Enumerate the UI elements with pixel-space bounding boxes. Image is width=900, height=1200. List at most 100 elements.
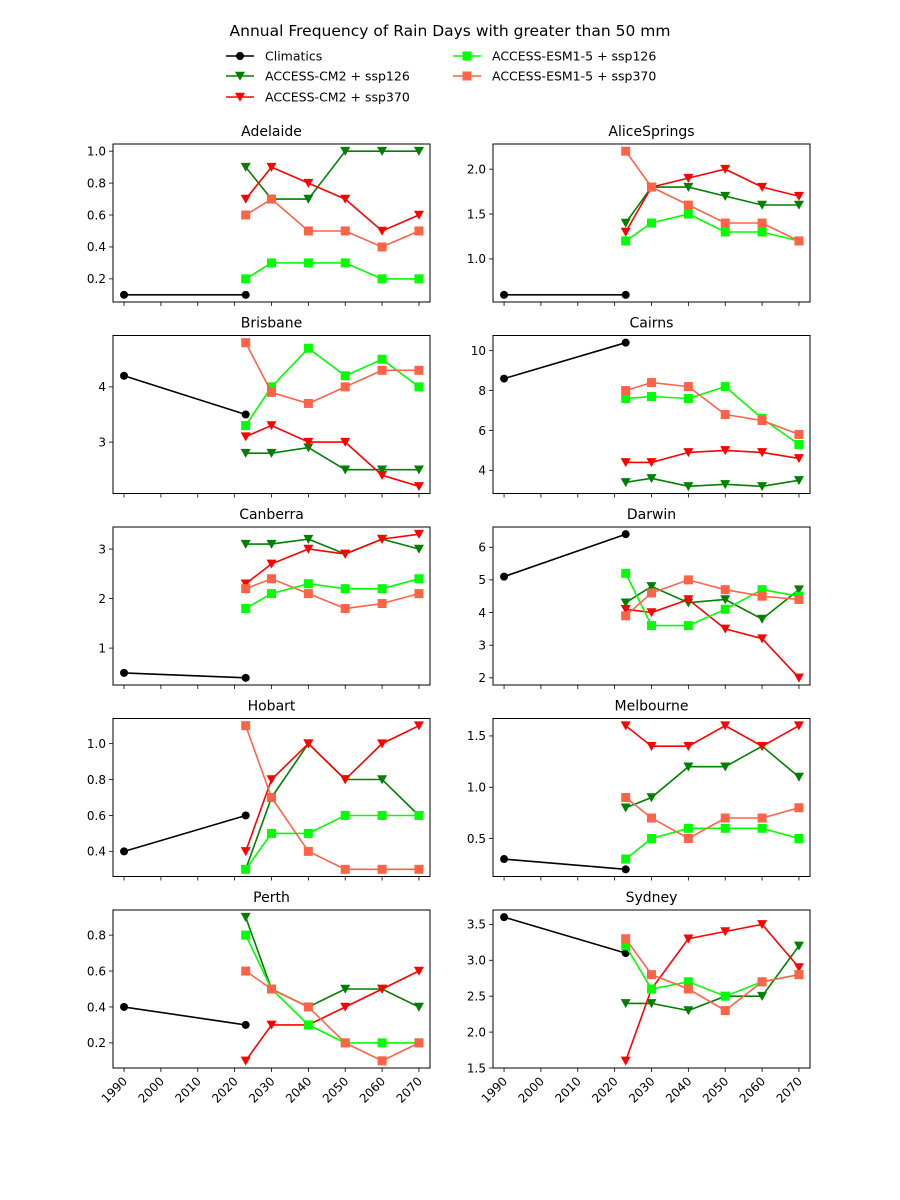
series-line [625,449,800,464]
data-point [757,977,767,987]
series-access-esm1-5-ssp370 [621,146,804,246]
data-point [303,178,314,188]
y-tick-label: 0.6 [87,208,106,222]
data-point [683,762,694,772]
y-tick-label: 5 [478,573,486,587]
data-point [267,387,276,397]
series-line [625,477,800,488]
series-line [244,742,420,870]
series-access-cm2-ssp126 [620,741,804,813]
data-point [621,568,631,578]
data-point [683,448,694,458]
y-tick-label: 2.5 [467,989,486,1003]
data-point [303,437,314,447]
series-access-cm2-ssp126 [240,912,424,1012]
series-line [244,342,419,405]
panel-title: Adelaide [241,124,302,140]
legend-item-access-esm1-5-ssp126: ACCESS-ESM1-5 + ssp126 [453,49,656,64]
legend-item-climatics: Climatics [226,49,322,64]
data-point [720,991,730,1001]
y-tick-label: 0.5 [467,832,486,846]
series-access-cm2-ssp126 [240,534,424,559]
data-point [757,448,768,458]
data-point [720,480,731,490]
series-access-esm1-5-ssp126 [621,568,804,631]
series-line [245,446,419,471]
series-access-esm1-5-ssp370 [621,378,804,439]
panel-cairns: Cairns 4 6 8 10 [471,316,811,498]
y-tick-label: 3 [98,542,106,556]
data-point [377,1056,387,1066]
series-access-esm1-5-ssp370 [241,338,424,408]
series-line [124,672,246,679]
series-line [625,827,800,860]
panel-hobart: Hobart 0.4 0.6 0.8 1.0 [87,699,431,881]
data-point [340,382,350,392]
series-line [123,1006,246,1026]
series-line [245,538,420,555]
data-point [377,534,388,544]
data-point [377,864,387,874]
data-point [793,772,804,782]
data-point [757,482,768,492]
series-access-cm2-ssp370 [240,721,424,857]
data-point [647,984,656,994]
series-access-cm2-ssp126 [620,474,804,492]
y-tick-label: 0.6 [87,809,106,823]
data-point [683,621,693,631]
data-point [757,227,767,237]
series-climatics [120,1002,250,1029]
panel-title: Hobart [248,699,296,715]
data-point [377,354,387,364]
data-point [120,847,129,856]
series-line [245,198,420,248]
data-point [647,970,656,980]
series-access-esm1-5-ssp370 [241,966,424,1066]
x-tick-label: 2010 [552,1074,583,1105]
data-point [621,941,631,951]
data-point [621,949,630,958]
data-point [793,476,804,486]
y-tick-label: 6 [478,424,486,438]
data-point [377,146,388,156]
data-point [757,823,767,833]
data-point [340,194,351,204]
data-point [340,1002,351,1012]
data-point [720,191,731,201]
data-point [621,865,630,874]
data-point [377,739,388,749]
series-access-cm2-ssp126 [620,941,804,1016]
data-point [794,594,804,604]
series-line [244,934,419,1044]
data-point [757,991,768,1001]
plot-area [500,721,804,874]
series-line [624,923,800,1062]
series-line [244,725,419,871]
series-line [625,938,800,1012]
data-point [241,1020,250,1029]
data-point [303,258,313,268]
data-point [683,209,693,219]
x-tick-label: 2040 [283,1074,314,1105]
y-tick-label: 0.2 [87,1036,106,1050]
data-point [757,741,768,751]
y-tick-label: 10 [471,344,486,358]
data-point [267,194,276,204]
data-point [340,984,351,994]
data-point [683,1006,694,1016]
series-climatics [120,371,250,419]
data-point [303,579,313,589]
data-point [303,739,314,749]
panel-title: Melbourne [615,699,689,715]
data-point [500,855,509,864]
series-access-cm2-ssp370 [240,162,424,236]
legend-marker-circle-icon [236,52,244,60]
data-point [620,218,631,228]
data-point [303,544,314,554]
data-point [720,218,730,228]
y-tick-label: 4 [478,606,486,620]
y-tick-label: 0.8 [87,773,106,787]
data-point [757,634,768,644]
data-point [793,585,804,595]
data-point [683,984,693,994]
